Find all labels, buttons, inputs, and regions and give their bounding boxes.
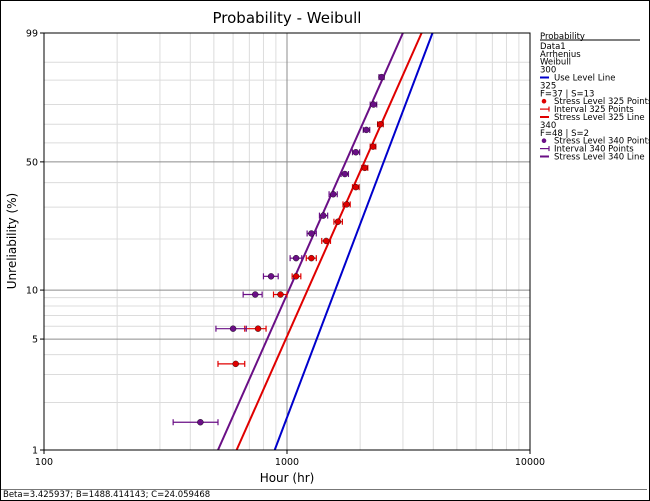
data-marker	[341, 170, 349, 178]
legend-entry-label: Use Level Line	[554, 74, 615, 84]
use-level-line	[273, 32, 434, 451]
stress-level-340-point	[369, 101, 378, 108]
data-marker	[229, 325, 237, 332]
data-marker	[308, 230, 315, 237]
grid	[44, 33, 530, 450]
legend-entry-label: Stress Level 340 Points	[554, 137, 650, 147]
y-tick-label: 50	[26, 157, 38, 168]
x-tick-label: 100	[35, 457, 53, 468]
data-marker	[352, 149, 360, 156]
stress-level-325-point	[321, 237, 332, 245]
axis-ticks: 100 1000 10000 1 5 10 50 99	[26, 29, 545, 469]
stress-level-340-point	[378, 73, 385, 81]
data-marker	[343, 201, 350, 208]
data-marker	[369, 143, 377, 150]
stress-level-340-point	[351, 149, 361, 156]
stress-level-340-point	[172, 419, 219, 426]
legend-group-label: F=48 | S=2	[540, 129, 589, 139]
stress-level-325-point	[342, 201, 351, 208]
legend-group-label: F=37 | S=13	[540, 89, 594, 99]
stress-level-340-point	[262, 273, 279, 280]
stress-level-340-point	[340, 170, 350, 178]
data-marker	[361, 164, 368, 172]
legend-entry-label: Stress Level 325 Line	[554, 113, 645, 123]
legend-swatch	[541, 98, 547, 104]
legend-swatch	[541, 138, 547, 143]
data-marker	[292, 254, 300, 262]
legend-group-label: 340	[540, 121, 556, 131]
legend-entry-label: Interval 340 Points	[554, 145, 634, 155]
data-marker	[363, 126, 370, 134]
legend-group-label: 300	[540, 66, 556, 76]
legend-entry-label: Interval 325 Points	[554, 105, 634, 115]
legend-group-label: Data1	[540, 42, 566, 52]
stress-level-325-point	[377, 121, 384, 128]
stress-level-325-point	[272, 291, 288, 298]
stress-level-340-point	[289, 254, 303, 262]
data-marker	[334, 218, 342, 225]
data-marker	[292, 273, 300, 280]
y-axis-title: Unreliability (%)	[5, 193, 19, 289]
chart-title: Probability - Weibull	[213, 9, 362, 27]
x-tick-label: 10000	[515, 457, 545, 468]
legend-group-label: Arrhenius	[540, 50, 581, 60]
stress-level-340-point	[318, 212, 329, 219]
stress-level-340-point	[362, 126, 371, 134]
data-marker	[323, 237, 330, 245]
stress-level-325-point	[291, 273, 302, 280]
data-marker	[232, 360, 239, 368]
stress-level-325-point	[333, 218, 343, 225]
y-tick-label: 1	[32, 446, 38, 457]
y-tick-label: 5	[32, 335, 38, 346]
parameter-status-bar: Beta=3.425937; B=1488.414143; C=24.05946…	[1, 489, 647, 500]
y-tick-label: 10	[26, 286, 38, 297]
stress-level-340-line	[217, 32, 404, 451]
data-marker	[267, 273, 275, 280]
data-marker	[377, 121, 384, 128]
data-marker	[352, 183, 360, 191]
data-marker	[277, 291, 284, 298]
stress-level-340-point	[242, 291, 263, 298]
stress-level-325-point	[369, 143, 377, 150]
stress-level-325-point	[217, 360, 246, 368]
data-marker	[330, 191, 337, 198]
x-tick-label: 1000	[275, 457, 299, 468]
stress-level-325-point	[305, 254, 317, 262]
legend-group-label: Weibull	[540, 58, 571, 68]
data-points	[172, 73, 385, 426]
stress-level-325-point	[361, 164, 369, 172]
data-marker	[252, 291, 259, 298]
legend-group-label: 325	[540, 81, 556, 91]
stress-level-340-point	[306, 230, 317, 237]
legend-entry-label: Stress Level 325 Points	[554, 97, 650, 107]
legend-entry-label: Stress Level 340 Line	[554, 153, 645, 163]
data-marker	[308, 254, 315, 262]
data-marker	[378, 73, 385, 81]
stress-level-340-point	[215, 325, 247, 332]
y-tick-label: 99	[26, 29, 38, 40]
data-marker	[320, 212, 327, 219]
data-marker	[370, 101, 377, 108]
data-marker	[254, 325, 262, 332]
stress-level-325-point	[351, 183, 360, 191]
stress-level-340-point	[328, 191, 338, 198]
data-marker	[197, 419, 204, 426]
legend-header: Probability	[540, 32, 585, 42]
x-axis-title: Hour (hr)	[260, 471, 315, 485]
